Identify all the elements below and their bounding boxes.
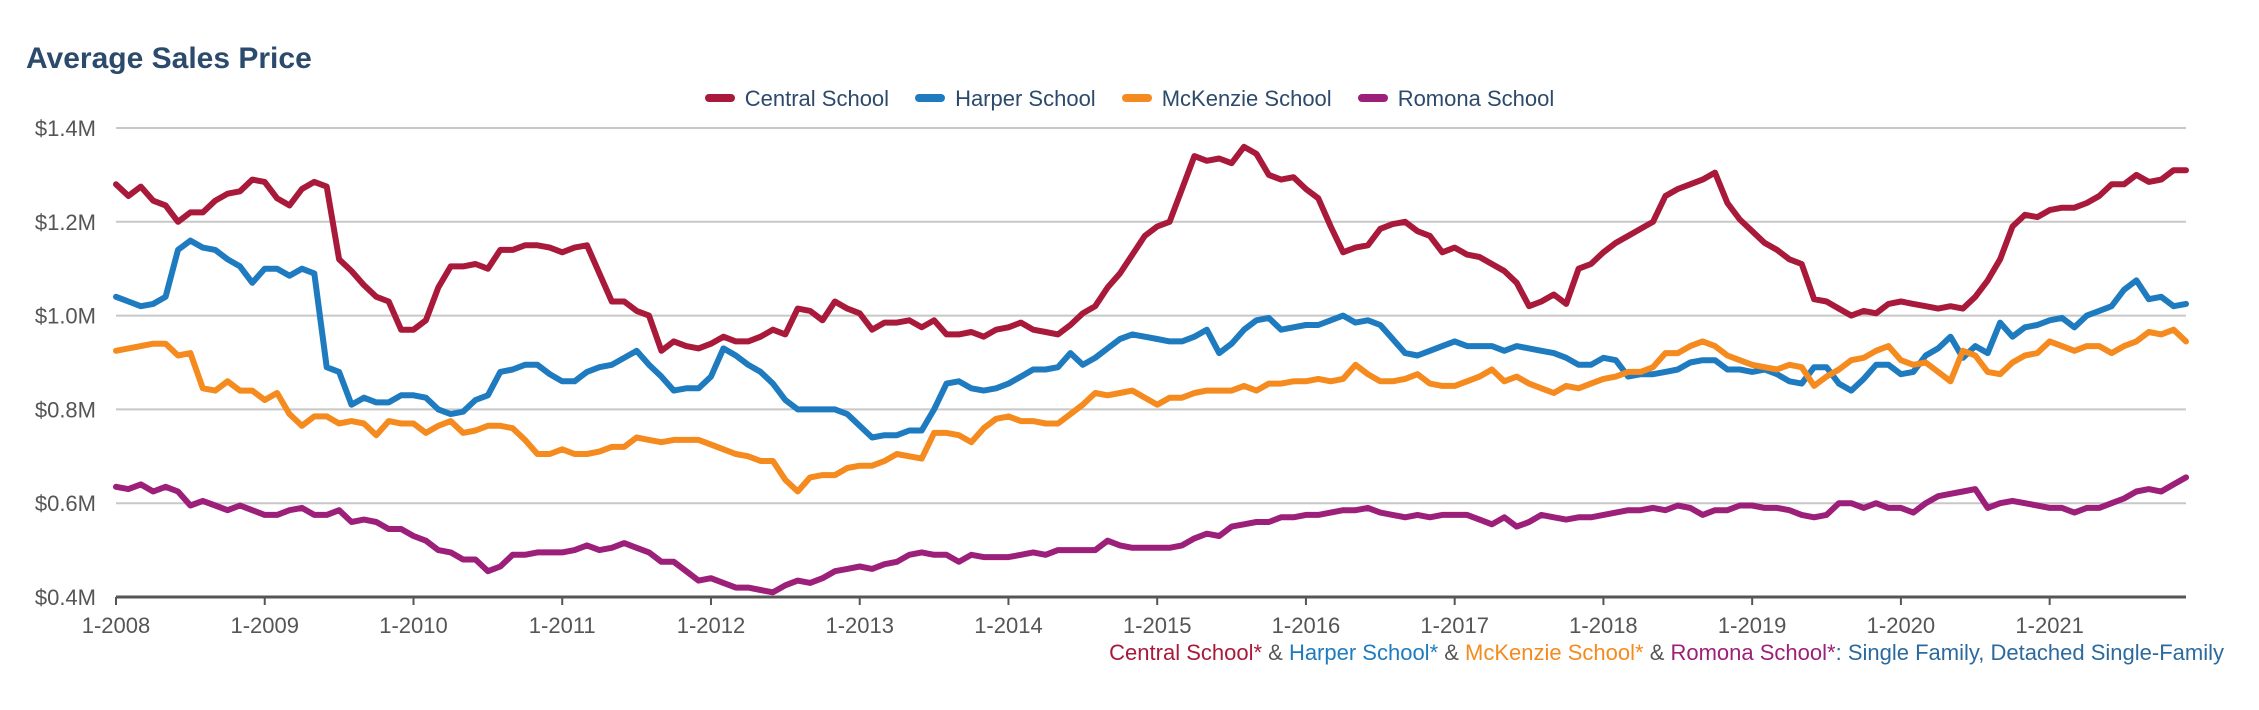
chart-title: Average Sales Price <box>26 42 312 75</box>
y-tick-label: $1.2M <box>35 210 96 235</box>
x-tick-label: 1-2013 <box>825 613 894 638</box>
series-line-central-school[interactable] <box>113 143 2189 354</box>
series-line-harper-school[interactable] <box>113 237 2189 441</box>
x-tick-label: 1-2016 <box>1272 613 1341 638</box>
legend-label: Central School <box>744 86 890 111</box>
footnote-part: McKenzie School* <box>1465 640 1644 665</box>
footnote-part: Harper School* <box>1288 640 1439 665</box>
legend-item[interactable]: Romona School <box>1357 86 1555 112</box>
legend-item[interactable]: Harper School <box>915 86 1096 112</box>
legend-swatch <box>704 94 735 103</box>
footnote-part: : Single Family, Detached Single-Family <box>1835 640 2224 665</box>
footnote-part: & <box>1262 640 1289 665</box>
x-tick-label: 1-2018 <box>1569 613 1638 638</box>
y-tick-label: $0.8M <box>35 397 96 422</box>
footnote-part: Central School* <box>1109 640 1263 665</box>
legend-label: Harper School <box>955 86 1096 111</box>
x-tick-label: 1-2020 <box>1867 613 1936 638</box>
x-tick-label: 1-2014 <box>974 613 1043 638</box>
legend-item[interactable]: Central School <box>704 86 890 112</box>
y-tick-label: $1.4M <box>35 116 96 141</box>
footnote-part: Romona School* <box>1670 640 1836 665</box>
y-tick-label: $0.6M <box>35 491 96 516</box>
legend-item[interactable]: McKenzie School <box>1121 86 1332 112</box>
axes: $0.4M $0.6M $0.8M $1.0M $1.2M $1.4M 1-2008 1-20… <box>35 116 2186 638</box>
x-tick-label: 1-2021 <box>2015 613 2084 638</box>
legend-swatch <box>1121 94 1152 103</box>
series-line-romona-school[interactable] <box>113 474 2189 596</box>
legend-swatch <box>1357 94 1388 103</box>
chart-legend: Central School Harper School McKenzie Scho… <box>0 86 2259 112</box>
x-tick-label: 1-2009 <box>230 613 299 638</box>
x-tick-label: 1-2017 <box>1420 613 1489 638</box>
legend-swatch <box>915 94 946 103</box>
legend-label: Romona School <box>1397 86 1555 111</box>
x-tick-label: 1-2011 <box>529 613 596 638</box>
x-tick-label: 1-2019 <box>1718 613 1787 638</box>
y-tick-label: $1.0M <box>35 304 96 329</box>
y-tick-label: $0.4M <box>35 585 96 610</box>
x-tick-label: 1-2008 <box>82 613 151 638</box>
footnote-part: & <box>1438 640 1466 665</box>
x-tick-label: 1-2012 <box>677 613 746 638</box>
x-tick-label: 1-2010 <box>379 613 448 638</box>
x-tick-label: 1-2015 <box>1123 613 1192 638</box>
chart-footnote: Central School* & Harper School* & McKen… <box>1109 640 2224 666</box>
footnote-part: & <box>1643 640 1671 665</box>
series-lines <box>113 143 2189 596</box>
legend-label: McKenzie School <box>1161 86 1332 111</box>
series-line-mckenzie-school[interactable] <box>113 326 2189 495</box>
